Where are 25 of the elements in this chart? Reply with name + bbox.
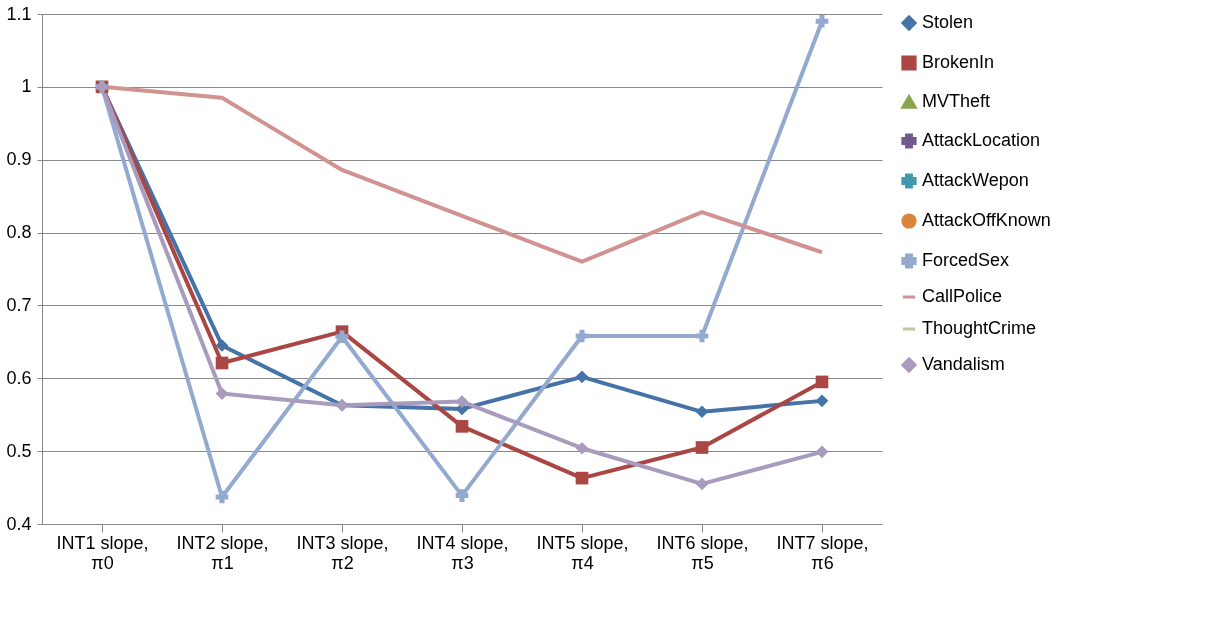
x-tick-label: INT6 slope, π5 [656,532,749,573]
legend-label: Vandalism [922,354,1005,374]
y-tick-label: 0.5 [6,440,32,461]
y-tick-label: 0.9 [6,149,32,170]
legend-label: BrokenIn [922,52,995,72]
x-tick-label: INT3 slope, π2 [296,532,389,573]
legend-label: ThoughtCrime [922,318,1037,338]
y-tick-label: 1 [21,76,32,97]
legend-label: CallPolice [922,286,1003,306]
legend-label: ForcedSex [922,250,1010,270]
legend-label: AttackLocation [922,130,1041,150]
legend-label: AttackWepon [922,170,1029,190]
legend-label: AttackOffKnown [922,210,1051,230]
y-tick-label: 0.8 [6,222,32,243]
x-tick-label: INT1 slope, π0 [56,532,149,573]
legend-label: MVTheft [922,91,991,111]
y-tick-label: 0.7 [6,294,32,315]
y-tick-label: 1.1 [6,3,32,24]
x-tick-label: INT5 slope, π4 [536,532,629,573]
x-tick-label: INT2 slope, π1 [176,532,269,573]
y-tick-label: 0.6 [6,367,32,388]
legend-label: Stolen [922,12,974,32]
x-tick-label: INT4 slope, π3 [416,532,509,573]
y-tick-label: 0.4 [6,513,32,534]
x-tick-label: INT7 slope, π6 [776,532,869,573]
